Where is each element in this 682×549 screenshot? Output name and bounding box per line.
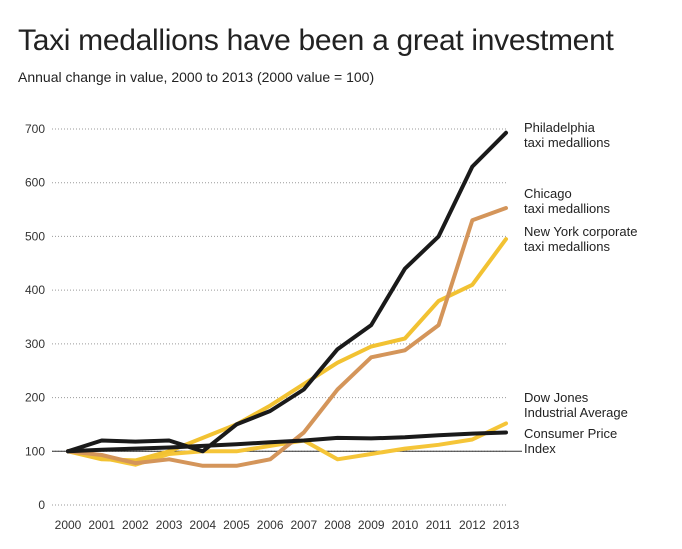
x-tick-label: 2004 [189, 518, 216, 532]
series-label: New York corporate taxi medallions [524, 224, 637, 254]
series-line-chicago-taxi-medallions [66, 206, 508, 468]
x-tick-label: 2009 [358, 518, 385, 532]
series-label: Consumer Price Index [524, 426, 617, 456]
series-labels: Philadelphia taxi medallions Chicago taxi m… [524, 120, 637, 456]
series-line-consumer-price-index [66, 430, 508, 454]
gridlines [52, 128, 522, 506]
y-tick-label: 500 [25, 229, 45, 243]
x-tick-label: 2002 [122, 518, 149, 532]
chart-title: Taxi medallions have been a great invest… [18, 24, 614, 57]
chart-subtitle: Annual change in value, 2000 to 2013 (20… [18, 69, 375, 85]
x-tick-label: 2010 [392, 518, 419, 532]
x-tick-label: 2006 [257, 518, 284, 532]
series-label: Chicago taxi medallions [524, 186, 610, 216]
y-tick-label: 200 [25, 391, 45, 405]
series-lines [66, 130, 508, 468]
x-tick-label: 2001 [88, 518, 115, 532]
series-line-philadelphia-taxi-medallions [66, 130, 508, 454]
series-line-new-york-corporate-taxi-medallions [66, 237, 508, 463]
x-tick-label: 2012 [459, 518, 486, 532]
y-axis-ticks: 0 100 200 300 400 500 600 700 [25, 122, 45, 512]
series-label: Philadelphia taxi medallions [524, 120, 610, 150]
x-tick-label: 2005 [223, 518, 250, 532]
x-tick-label: 2000 [55, 518, 82, 532]
x-tick-label: 2007 [290, 518, 317, 532]
y-tick-label: 700 [25, 122, 45, 136]
x-tick-label: 2013 [493, 518, 520, 532]
x-tick-label: 2011 [426, 518, 452, 532]
y-tick-label: 400 [25, 283, 45, 297]
y-tick-label: 0 [38, 498, 45, 512]
x-tick-label: 2003 [156, 518, 183, 532]
x-tick-label: 2008 [324, 518, 351, 532]
x-axis-ticks: 2000 2001 2002 2003 2004 2005 2006 2007 2008 2009… [55, 518, 520, 532]
y-tick-label: 100 [25, 444, 45, 458]
series-label: Dow Jones Industrial Average [524, 390, 628, 420]
y-tick-label: 300 [25, 337, 45, 351]
y-tick-label: 600 [25, 176, 45, 190]
